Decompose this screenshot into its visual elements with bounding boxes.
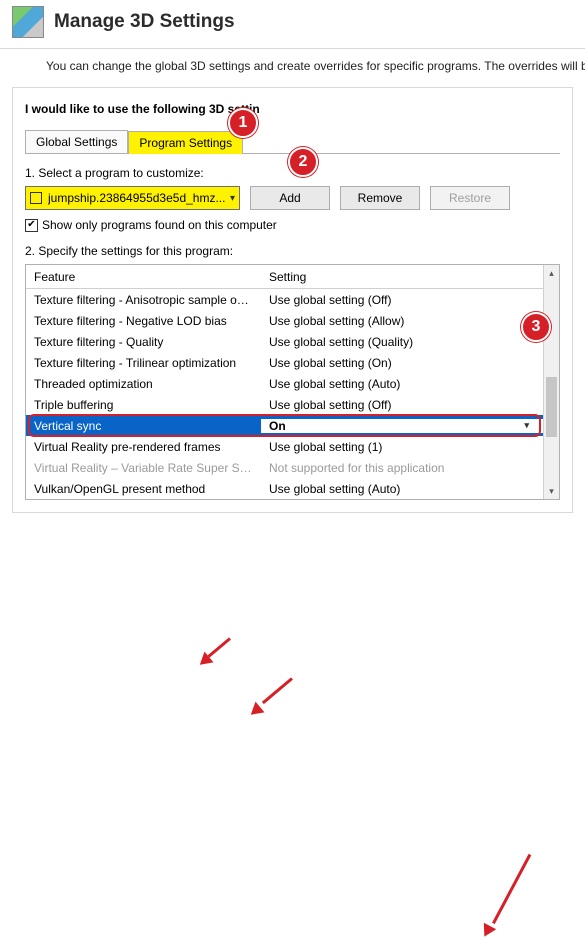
- show-only-row[interactable]: ✔ Show only programs found on this compu…: [25, 218, 560, 232]
- scroll-up-icon[interactable]: ▴: [544, 265, 559, 281]
- table-row[interactable]: Virtual Reality pre-rendered framesUse g…: [26, 436, 543, 457]
- cell-setting: On▾: [261, 419, 543, 433]
- show-only-label: Show only programs found on this compute…: [42, 218, 277, 232]
- table-row[interactable]: Texture filtering - Trilinear optimizati…: [26, 352, 543, 373]
- page-description: You can change the global 3D settings an…: [0, 49, 585, 87]
- cell-setting: Use global setting (1): [261, 440, 543, 454]
- cell-setting: Use global setting (Auto): [261, 482, 543, 496]
- add-button[interactable]: Add: [250, 186, 330, 210]
- table-row[interactable]: Texture filtering - QualityUse global se…: [26, 331, 543, 352]
- checkbox-icon[interactable]: ✔: [25, 219, 38, 232]
- table-row[interactable]: Threaded optimizationUse global setting …: [26, 373, 543, 394]
- callout-3: 3: [521, 312, 551, 342]
- cell-feature: Virtual Reality – Variable Rate Super Sa…: [26, 461, 261, 475]
- program-icon: [30, 192, 42, 204]
- cell-setting: Not supported for this application: [261, 461, 543, 475]
- callout-2: 2: [288, 147, 318, 177]
- table-row[interactable]: Vertical syncOn▾: [26, 415, 543, 436]
- restore-button: Restore: [430, 186, 510, 210]
- cell-feature: Triple buffering: [26, 398, 261, 412]
- cell-setting: Use global setting (Auto): [261, 377, 543, 391]
- panel-title: I would like to use the following 3D set…: [25, 102, 560, 116]
- tab-global-settings[interactable]: Global Settings: [25, 130, 128, 153]
- table-row[interactable]: Vulkan/OpenGL present methodUse global s…: [26, 478, 543, 499]
- cell-feature: Texture filtering - Trilinear optimizati…: [26, 356, 261, 370]
- header: Manage 3D Settings: [0, 0, 585, 49]
- scroll-thumb[interactable]: [546, 377, 557, 437]
- cell-feature: Virtual Reality pre-rendered frames: [26, 440, 261, 454]
- scrollbar[interactable]: ▴ ▾: [543, 265, 559, 499]
- table-row[interactable]: Virtual Reality – Variable Rate Super Sa…: [26, 457, 543, 478]
- app-icon: [12, 6, 44, 38]
- chevron-down-icon: ▾: [230, 193, 235, 204]
- cell-setting: Use global setting (On): [261, 356, 543, 370]
- scroll-down-icon[interactable]: ▾: [544, 483, 559, 499]
- th-feature[interactable]: Feature: [26, 270, 261, 284]
- tab-program-settings[interactable]: Program Settings: [128, 131, 243, 154]
- cell-setting: Use global setting (Off): [261, 293, 543, 307]
- remove-button[interactable]: Remove: [340, 186, 420, 210]
- cell-feature: Texture filtering - Negative LOD bias: [26, 314, 261, 328]
- cell-feature: Vertical sync: [26, 419, 261, 433]
- section2-label: 2. Specify the settings for this program…: [25, 244, 560, 258]
- program-select-value: jumpship.23864955d3e5d_hmz...: [48, 191, 230, 205]
- page-title: Manage 3D Settings: [54, 11, 235, 33]
- cell-setting: Use global setting (Off): [261, 398, 543, 412]
- chevron-down-icon[interactable]: ▾: [524, 420, 535, 431]
- program-row: jumpship.23864955d3e5d_hmz... ▾ Add Remo…: [25, 186, 560, 210]
- th-setting[interactable]: Setting: [261, 270, 543, 284]
- table-row[interactable]: Triple bufferingUse global setting (Off): [26, 394, 543, 415]
- cell-feature: Texture filtering - Quality: [26, 335, 261, 349]
- cell-setting: Use global setting (Quality): [261, 335, 543, 349]
- table-row[interactable]: Texture filtering - Negative LOD biasUse…: [26, 310, 543, 331]
- cell-feature: Threaded optimization: [26, 377, 261, 391]
- cell-feature: Vulkan/OpenGL present method: [26, 482, 261, 496]
- table-header: Feature Setting: [26, 265, 543, 289]
- cell-setting: Use global setting (Allow): [261, 314, 543, 328]
- table-body: Texture filtering - Anisotropic sample o…: [26, 289, 543, 499]
- program-select[interactable]: jumpship.23864955d3e5d_hmz... ▾: [25, 186, 240, 210]
- settings-table: Feature Setting Texture filtering - Anis…: [25, 264, 560, 500]
- cell-feature: Texture filtering - Anisotropic sample o…: [26, 293, 261, 307]
- callout-1: 1: [228, 108, 258, 138]
- table-row[interactable]: Texture filtering - Anisotropic sample o…: [26, 289, 543, 310]
